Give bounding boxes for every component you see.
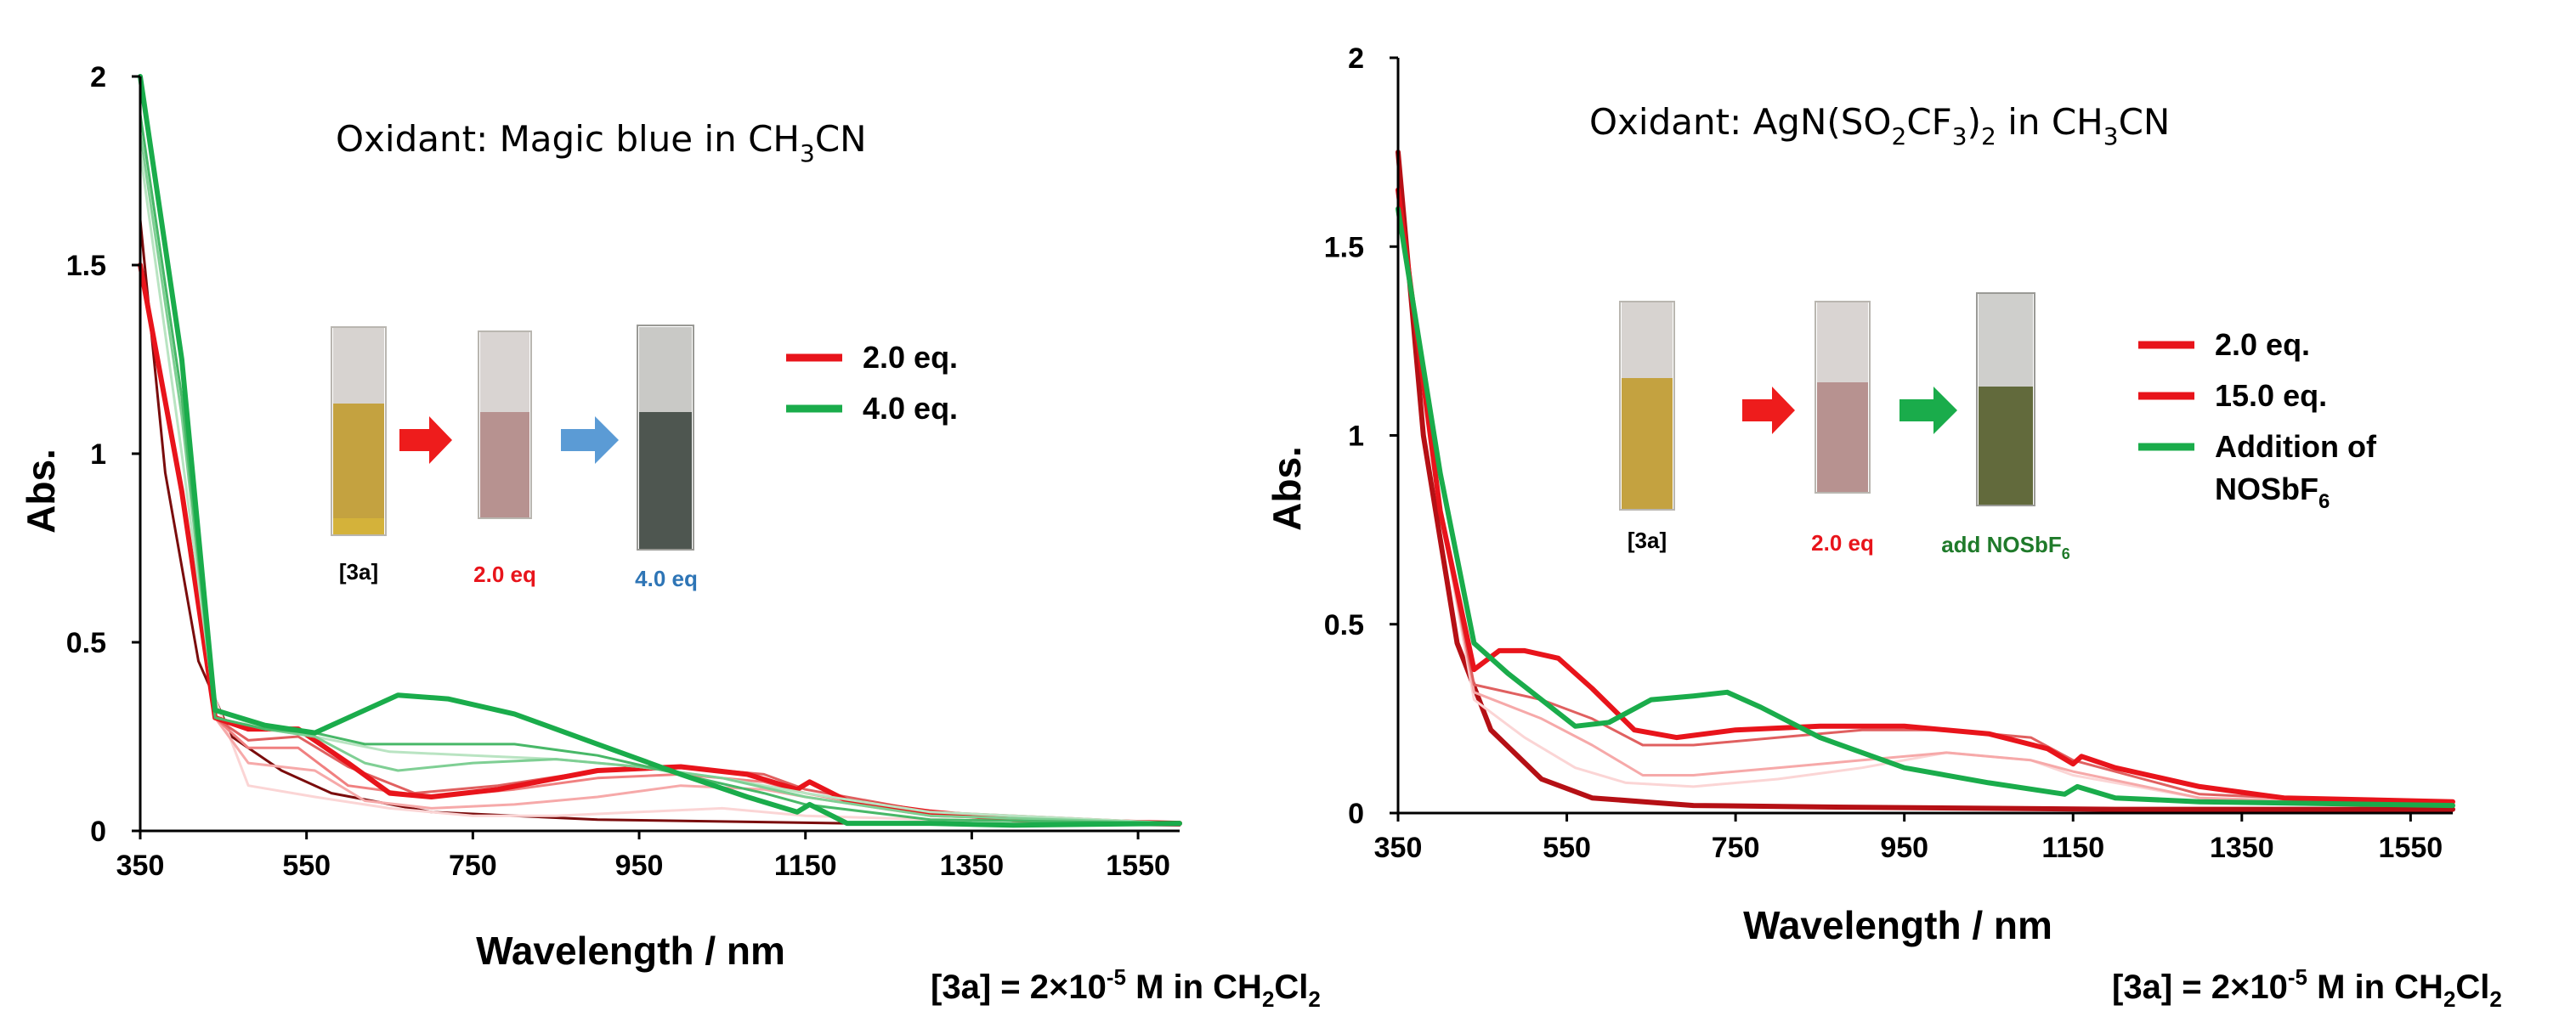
arrow-icon	[399, 416, 452, 464]
chart-2-photo-inset: [3a] 2.0 eq add NOSbF6	[1619, 292, 2070, 562]
y-tick-label: 0.5	[1324, 609, 1364, 641]
vial-2eq	[478, 330, 532, 519]
vial-2eq	[1815, 301, 1871, 494]
series-line-1	[139, 218, 1181, 827]
series-line-9	[139, 112, 1181, 825]
chart-2: 350 550 750 950 1150 1350 1550 0 0.5 1 1.5 2 Wavele…	[1265, 42, 2502, 1011]
chart-2-concentration-note: [3a] = 2×10-5 M in CH2Cl2	[2112, 964, 2502, 1011]
vial-nosbf6	[1976, 292, 2035, 506]
chart-2-x-label: Wavelength / nm	[1743, 903, 2052, 947]
photo-caption: 4.0 eq	[635, 566, 698, 591]
legend-label: Addition of	[2215, 429, 2377, 464]
x-tick-label: 350	[1374, 832, 1423, 864]
chart-1: 350 550 750 950 1150 1350 1550 0 0.5 1 1.5 2 Wavele…	[19, 61, 1321, 1011]
chart-1-y-label: Abs.	[19, 449, 63, 534]
y-tick-label: 0	[90, 816, 106, 848]
vial-3a	[1619, 301, 1675, 511]
chart-2-y-label: Abs.	[1265, 446, 1309, 531]
chart-2-series	[1396, 150, 2455, 812]
x-tick-label: 1550	[1106, 850, 1170, 882]
x-tick-label: 550	[282, 850, 331, 882]
chart-1-x-label: Wavelength / nm	[476, 929, 785, 973]
arrow-icon	[1899, 387, 1957, 434]
series-line-5	[1396, 187, 2455, 805]
x-tick-label: 750	[1712, 832, 1760, 864]
chart-1-annotation: Oxidant: Magic blue in CH3CN	[336, 118, 867, 167]
legend-label: 2.0 eq.	[863, 340, 958, 375]
series-line-6	[1396, 206, 2455, 809]
y-tick-label: 1.5	[66, 250, 106, 282]
chart-1-concentration-note: [3a] = 2×10-5 M in CH2Cl2	[931, 964, 1321, 1011]
chart-1-series	[138, 74, 1182, 828]
photo-caption: add NOSbF6	[1941, 532, 2070, 562]
chart-2-annotation: Oxidant: AgN(SO2CF3)2 in CH3CN	[1589, 101, 2170, 150]
y-tick-label: 0.5	[66, 627, 106, 659]
x-tick-label: 1150	[774, 850, 837, 882]
legend-label: 2.0 eq.	[2215, 327, 2310, 362]
x-tick-label: 1550	[2379, 832, 2443, 864]
legend-label: 4.0 eq.	[863, 391, 958, 426]
series-line-2	[1396, 189, 2454, 807]
photo-caption: [3a]	[339, 559, 378, 585]
x-tick-label: 350	[116, 850, 165, 882]
chart-1-legend: 2.0 eq. 4.0 eq.	[786, 340, 958, 426]
arrow-icon	[1742, 387, 1795, 434]
arrow-icon	[561, 416, 619, 464]
y-tick-label: 2	[90, 61, 106, 93]
series-line-3	[1396, 189, 2454, 807]
vial-4eq	[637, 325, 694, 551]
chart-1-photo-inset: [3a] 2.0 eq 4.0 eq	[331, 325, 698, 591]
x-tick-label: 950	[1880, 832, 1928, 864]
chart-2-legend: 2.0 eq. 15.0 eq. Addition of NOSbF6	[2138, 327, 2377, 513]
x-tick-label: 1150	[2041, 832, 2104, 864]
chart-1-ticks: 350 550 750 950 1150 1350 1550 0 0.5 1 1.5 2	[66, 61, 1170, 882]
x-tick-label: 950	[615, 850, 664, 882]
photo-caption: [3a]	[1628, 528, 1667, 553]
legend-label: 15.0 eq.	[2215, 378, 2327, 413]
series-line-1	[1396, 150, 2455, 812]
y-tick-label: 1.5	[1324, 231, 1364, 263]
y-tick-label: 0	[1348, 798, 1364, 830]
photo-caption: 2.0 eq	[1811, 530, 1874, 556]
x-tick-label: 1350	[940, 850, 1005, 882]
legend-label: NOSbF6	[2215, 472, 2330, 513]
y-tick-label: 1	[90, 438, 106, 471]
x-tick-label: 750	[449, 850, 497, 882]
series-line-4	[1396, 189, 2454, 807]
vial-3a	[331, 326, 387, 536]
series-line-10	[138, 74, 1182, 828]
y-tick-label: 2	[1348, 42, 1364, 75]
photo-caption: 2.0 eq	[473, 562, 536, 587]
y-tick-label: 1	[1348, 421, 1364, 453]
x-tick-label: 1350	[2210, 832, 2274, 864]
chart-2-ticks: 350 550 750 950 1150 1350 1550 0 0.5 1 1.5 2	[1324, 42, 2443, 864]
x-tick-label: 550	[1543, 832, 1591, 864]
